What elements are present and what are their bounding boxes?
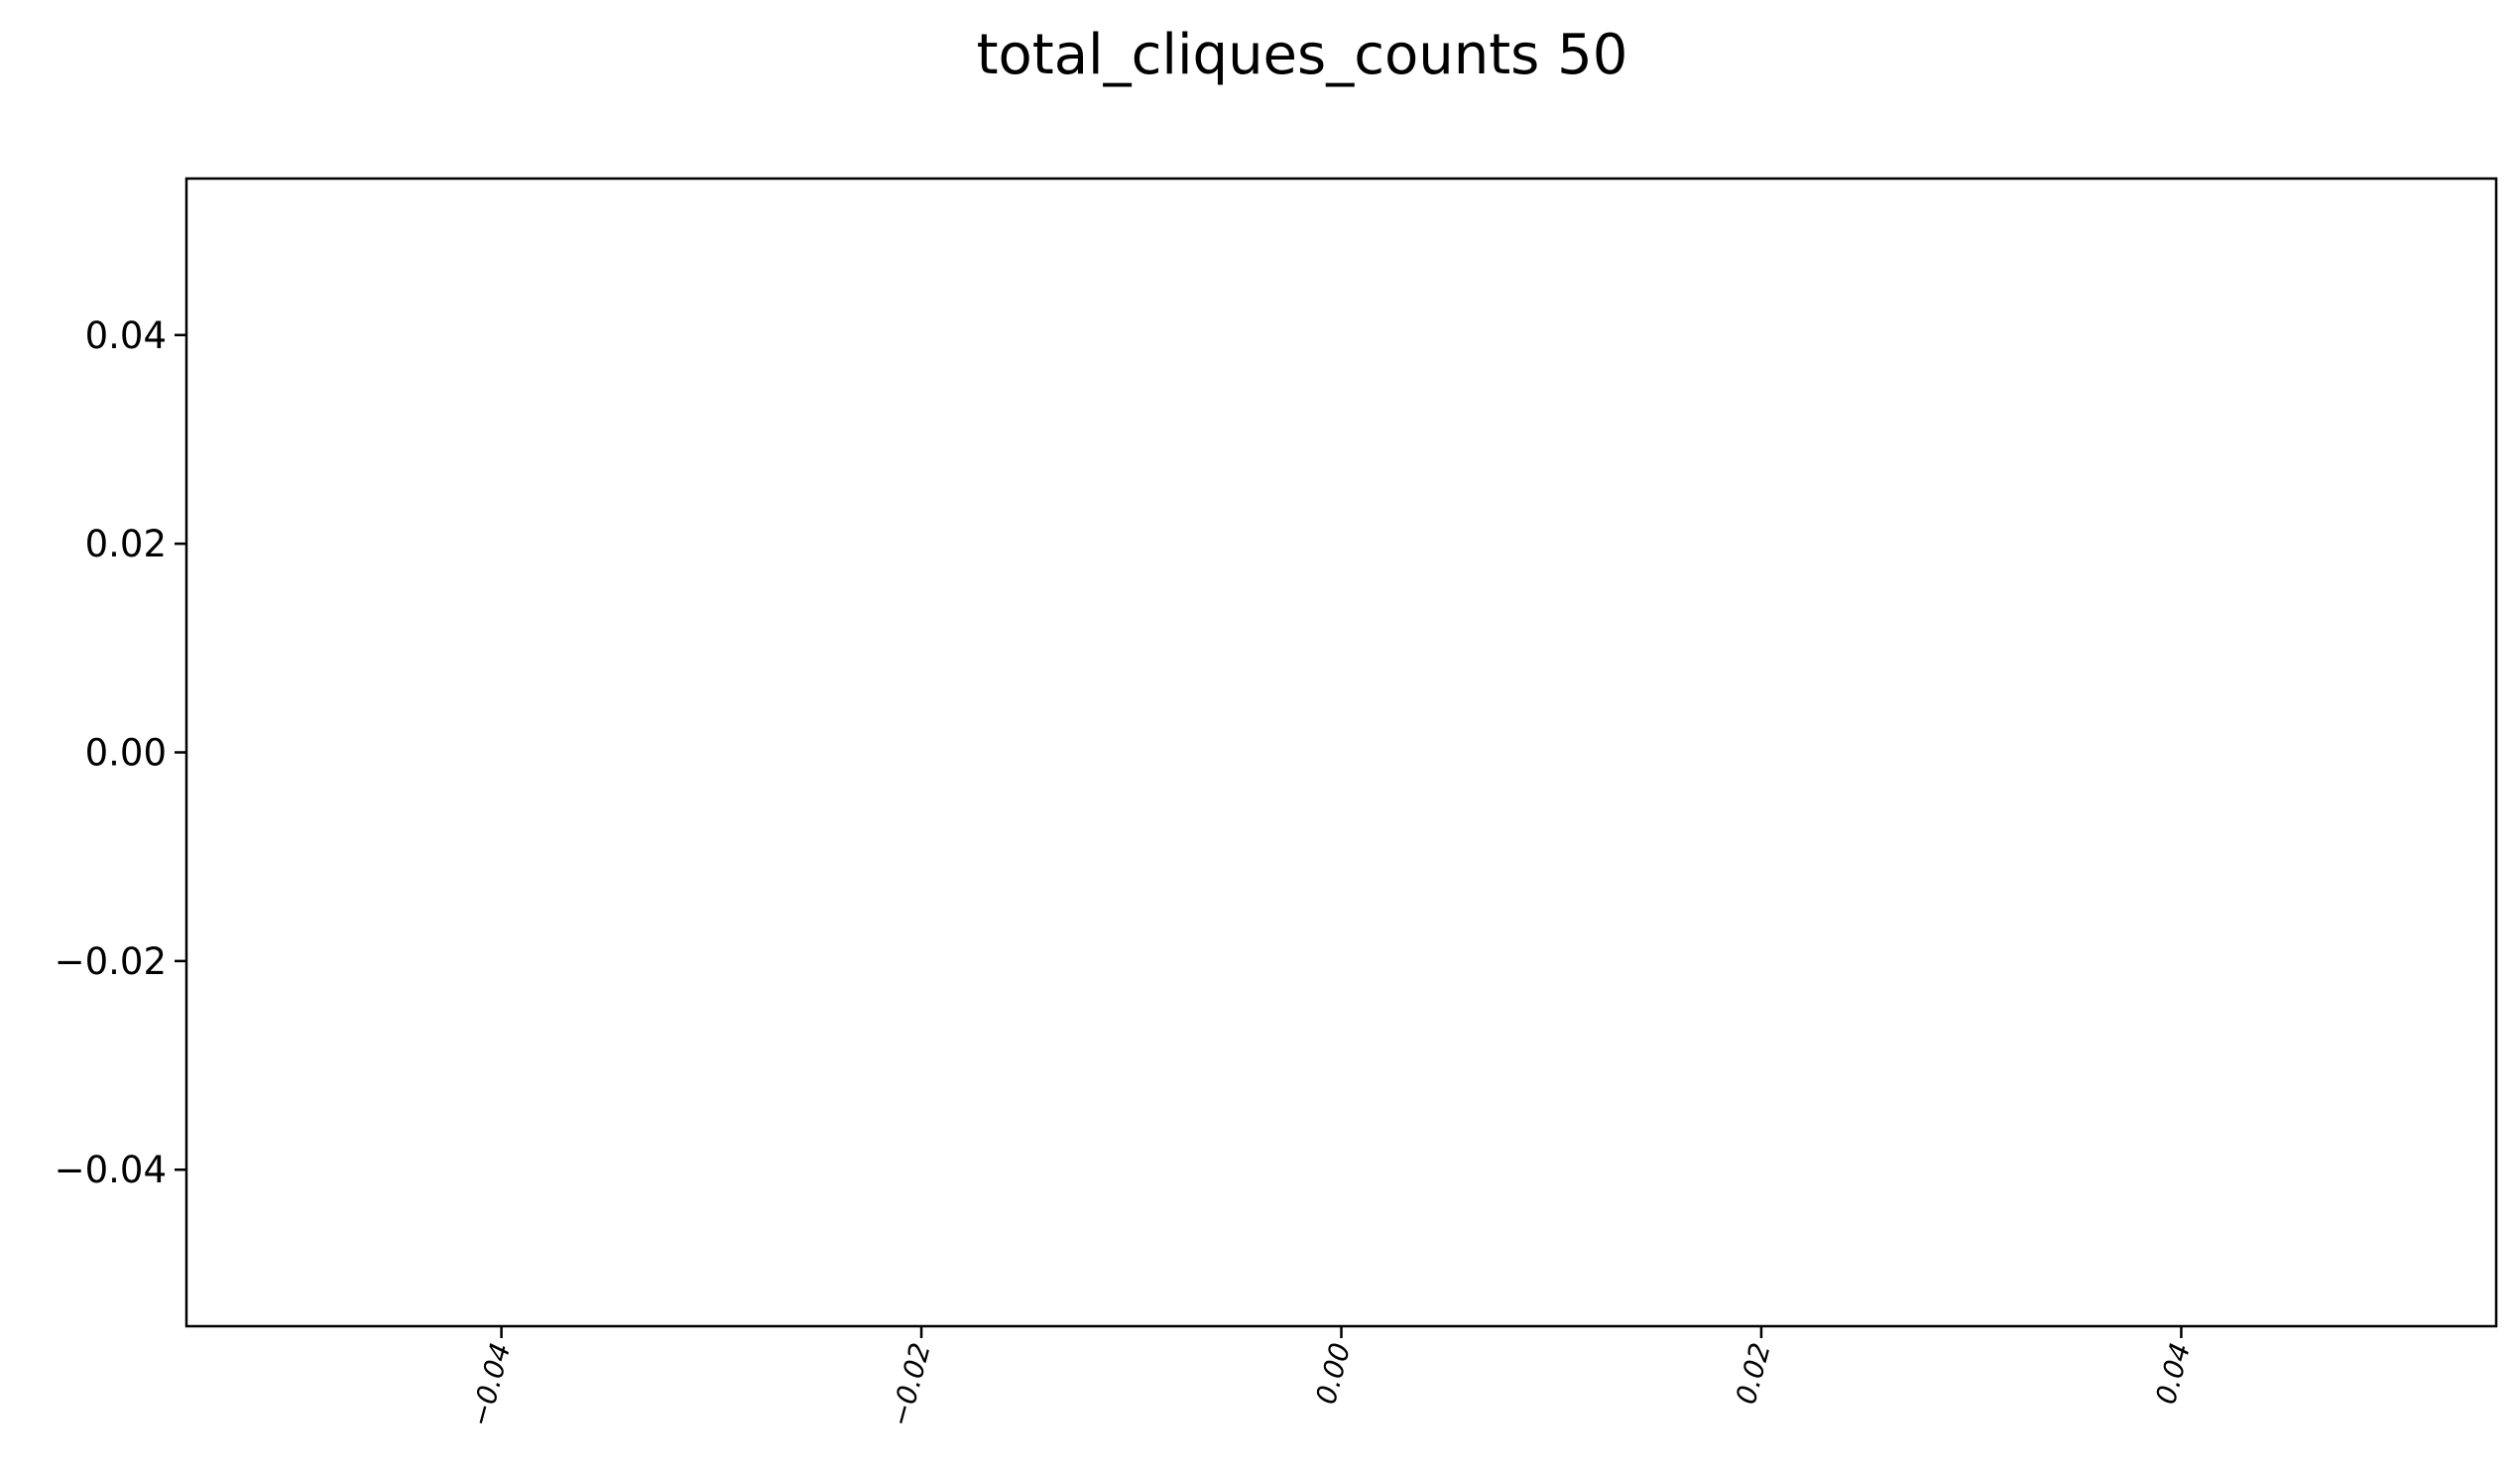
x-tick-label: 0.04 [2149, 1339, 2197, 1408]
y-tick-label: −0.04 [55, 1149, 167, 1191]
x-tick-label: 0.02 [1730, 1339, 1777, 1408]
x-axis: −0.04 −0.02 0.00 0.02 0.04 [463, 1326, 2197, 1430]
y-tick-label: 0.04 [85, 314, 167, 357]
y-tick-label: −0.02 [55, 940, 167, 983]
y-tick-label: 0.00 [85, 732, 167, 775]
y-axis: 0.04 0.02 0.00 −0.02 −0.04 [55, 314, 186, 1191]
x-tick-label: −0.02 [884, 1339, 937, 1429]
y-tick-label: 0.02 [85, 523, 167, 565]
x-tick-label: −0.04 [463, 1339, 517, 1429]
plot-area [184, 177, 2498, 1328]
x-tick-label: 0.00 [1309, 1339, 1357, 1408]
chart-title: total_cliques_counts 50 [977, 23, 1628, 87]
